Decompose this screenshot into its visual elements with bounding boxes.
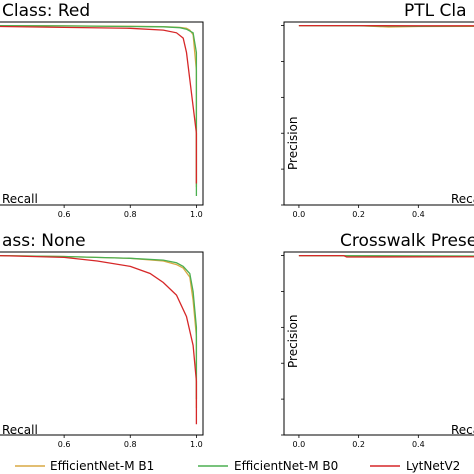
x-tick-label: 0.8: [124, 210, 137, 219]
x-tick-label: 0.8: [124, 440, 137, 449]
axes-frame: [283, 251, 474, 436]
x-tick-label: 0.6: [58, 210, 71, 219]
x-axis-label: Recall: [2, 192, 38, 206]
panel-class-red: Class: Red 0.6 0.8 1.0 Recall: [0, 1, 204, 219]
legend-label: LytNetV2: [406, 459, 460, 473]
series-line-lytnetv2: [0, 255, 198, 425]
x-axis-label: Recall: [2, 423, 38, 437]
axes-frame: [0, 21, 204, 206]
series-line-lytnetv2: [298, 254, 474, 258]
x-tick-label: 1.0: [190, 210, 203, 219]
series-line-efficientnet-m-b1: [0, 24, 198, 188]
panel-title: ass: None: [2, 231, 86, 251]
series-line-efficientnet-m-b1: [0, 254, 198, 409]
legend-label: EfficientNet-M B0: [234, 459, 338, 473]
x-tick-label: 0.0: [293, 210, 306, 219]
x-tick-label: 0.2: [352, 210, 365, 219]
panel-title: PTL Cla: [404, 1, 467, 21]
legend-item-efficientnet-m-b1: EfficientNet-M B1: [15, 459, 154, 473]
y-axis-label: Precision: [286, 116, 300, 170]
x-tick-label: 0.6: [58, 440, 71, 449]
axes-frame: [283, 21, 474, 206]
legend-item-efficientnet-m-b0: EfficientNet-M B0: [198, 459, 338, 473]
series-line-efficientnet-m-b0: [0, 254, 198, 400]
x-tick-label: 0.2: [352, 440, 365, 449]
legend-label: EfficientNet-M B1: [50, 459, 154, 473]
y-tick-marks: [281, 25, 284, 206]
panel-title: Crosswalk Prese: [340, 231, 474, 251]
legend-item-lytnetv2: LytNetV2: [370, 459, 460, 473]
x-axis-label: Reca: [451, 192, 474, 206]
x-tick-label: 0.4: [412, 440, 425, 449]
y-axis-label: Precision: [286, 314, 300, 368]
panel-class-none: ass: None 0.6 0.8 1.0 Recall: [0, 231, 204, 449]
y-tick-marks: [281, 255, 284, 436]
panel-ptl-class: PTL Cla 0.0 0.2 0.4 Precision Reca: [281, 1, 474, 219]
x-tick-label: 0.4: [412, 210, 425, 219]
x-tick-label: 1.0: [190, 440, 203, 449]
legend: EfficientNet-M B1 EfficientNet-M B0 LytN…: [15, 459, 460, 473]
series-line-lytnetv2: [0, 25, 198, 184]
panel-title: Class: Red: [2, 1, 90, 21]
panel-crosswalk-presence: Crosswalk Prese 0.0 0.2 0.4 Precision Reca: [281, 231, 474, 449]
x-axis-label: Reca: [451, 423, 474, 437]
series-line-efficientnet-m-b0: [0, 24, 198, 196]
x-tick-label: 0.0: [293, 440, 306, 449]
axes-frame: [0, 251, 204, 436]
